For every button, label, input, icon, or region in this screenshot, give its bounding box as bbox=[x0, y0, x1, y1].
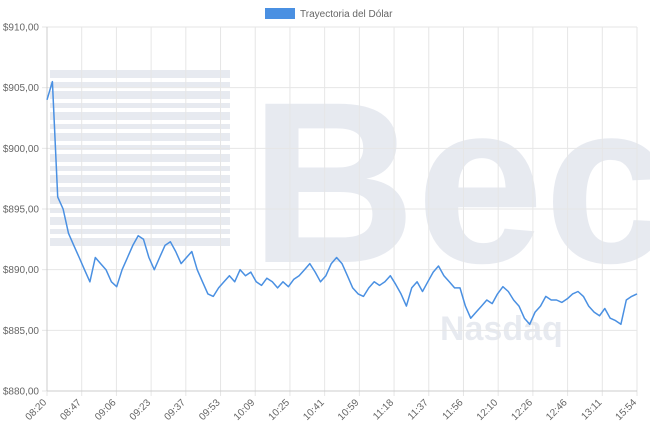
y-tick-label: $910,00 bbox=[3, 23, 40, 34]
x-tick-label: 12:26 bbox=[510, 397, 536, 423]
watermark-text: Bec bbox=[250, 54, 650, 311]
x-tick-label: 09:53 bbox=[197, 397, 223, 423]
x-tick-label: 09:37 bbox=[162, 397, 188, 423]
y-tick-label: $890,00 bbox=[3, 265, 40, 276]
legend-label: Trayectoria del Dólar bbox=[300, 9, 393, 20]
x-tick-label: 10:41 bbox=[301, 397, 327, 423]
series-layer bbox=[46, 80, 638, 326]
series-line bbox=[46, 80, 638, 326]
y-tick-label: $895,00 bbox=[3, 205, 40, 216]
y-axis: $880,00 $885,00 $890,00 $895,00 $900,00 $905,… bbox=[3, 23, 48, 398]
x-tick-label: 15:54 bbox=[614, 397, 640, 423]
watermark: Bec Nasdaq bbox=[50, 54, 650, 348]
x-tick-label: 13:11 bbox=[579, 397, 604, 422]
x-tick-label: 10:09 bbox=[232, 397, 258, 423]
y-tick-label: $880,00 bbox=[3, 387, 40, 398]
x-tick-label: 12:10 bbox=[475, 397, 501, 423]
x-tick-label: 10:25 bbox=[267, 397, 293, 423]
x-tick-label: 08:20 bbox=[24, 397, 50, 423]
y-tick-label: $905,00 bbox=[3, 83, 40, 94]
watermark-sub-text: Nasdaq bbox=[440, 310, 563, 348]
chart-grid bbox=[42, 26, 638, 396]
x-tick-label: 11:18 bbox=[371, 397, 396, 422]
legend[interactable]: Trayectoria del Dólar bbox=[265, 8, 393, 20]
legend-swatch bbox=[265, 8, 295, 19]
y-tick-label: $900,00 bbox=[3, 144, 40, 155]
x-tick-label: 12:46 bbox=[544, 397, 570, 423]
x-tick-label: 10:59 bbox=[336, 397, 362, 423]
x-tick-label: 09:23 bbox=[128, 397, 154, 423]
x-tick-label: 09:06 bbox=[93, 397, 119, 423]
watermark-logo-bars bbox=[50, 70, 230, 246]
x-tick-label: 08:47 bbox=[58, 397, 84, 423]
y-tick-label: $885,00 bbox=[3, 326, 40, 337]
x-tick-label: 11:56 bbox=[441, 397, 466, 422]
x-tick-label: 11:37 bbox=[406, 397, 431, 422]
